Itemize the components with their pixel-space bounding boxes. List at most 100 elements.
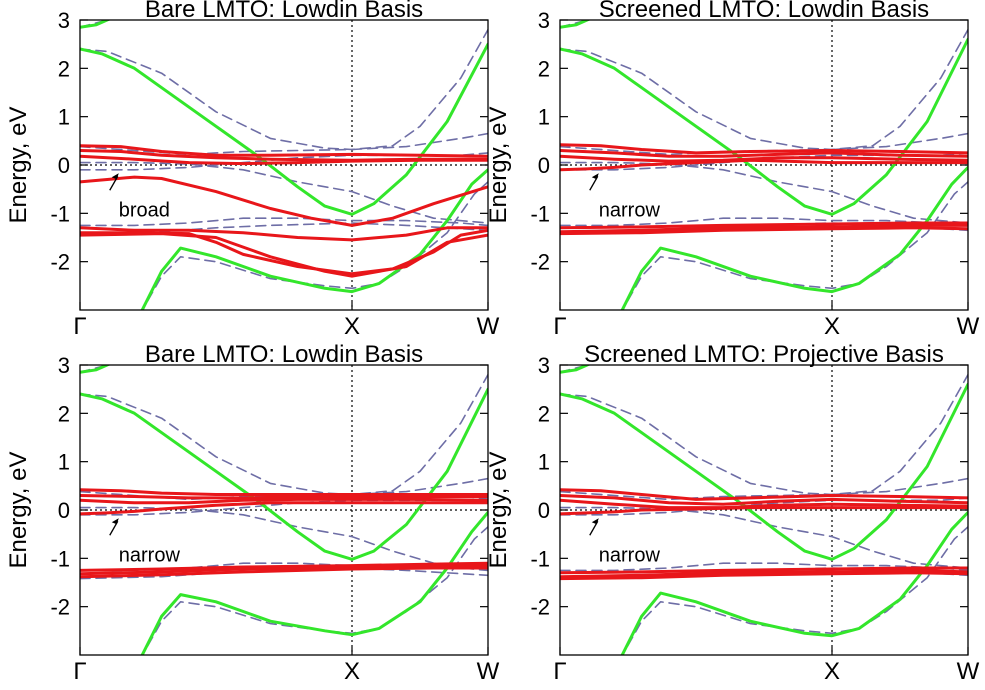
panel-4: Screened LMTO: Projective Basis Energy, e… [485, 341, 980, 685]
red-band-line [560, 226, 968, 236]
panel-1: Bare LMTO: Lowdin Basis Energy, eV -2 -1 0 1 2… [5, 0, 500, 340]
green-band-line [620, 165, 968, 310]
red-band-line [560, 488, 968, 501]
dashed-band-line [80, 132, 488, 156]
green-band-line [140, 510, 488, 655]
plot-area [80, 20, 488, 310]
red-band-line [560, 221, 968, 230]
green-band-line [560, 37, 968, 216]
panel-title: Bare LMTO: Lowdin Basis [145, 341, 423, 368]
y-tick-label: -2 [530, 595, 550, 620]
red-band-line [560, 143, 968, 155]
red-band-line [560, 568, 968, 579]
annotation-arrowhead [111, 173, 119, 180]
y-tick-label: -1 [50, 201, 70, 226]
y-axis-label: Energy, eV [485, 107, 512, 224]
annotation-text: broad [119, 199, 170, 221]
annotation-arrowhead [591, 518, 599, 525]
y-tick-label: 3 [538, 8, 550, 33]
annotation-arrowhead [591, 173, 599, 180]
panel-title: Bare LMTO: Lowdin Basis [145, 0, 423, 23]
y-tick-label: -2 [50, 595, 70, 620]
red-band-line [80, 226, 488, 242]
x-tick-label: Γ [73, 658, 86, 685]
y-tick-label: -1 [530, 201, 550, 226]
y-tick-label: 0 [58, 153, 70, 178]
plot-area [80, 365, 488, 655]
y-axis-label: Energy, eV [485, 452, 512, 569]
panel-3: Bare LMTO: Lowdin Basis Energy, eV -2 -1 0 1 2… [5, 341, 500, 685]
red-band-line [80, 494, 488, 500]
y-tick-label: 0 [58, 498, 70, 523]
panel-title: Screened LMTO: Lowdin Basis [599, 0, 929, 23]
annotation-text: narrow [599, 544, 661, 566]
x-tick-label: X [824, 313, 840, 340]
dashed-band-line [80, 152, 488, 171]
y-tick-label: 3 [538, 353, 550, 378]
y-tick-label: 2 [58, 401, 70, 426]
red-band-line [560, 506, 968, 516]
green-band-line [560, 20, 591, 29]
x-tick-label: Γ [73, 313, 86, 340]
x-tick-label: W [477, 313, 500, 340]
x-tick-label: X [344, 313, 360, 340]
y-tick-label: -2 [50, 250, 70, 275]
dashed-band-line [560, 477, 968, 501]
dashed-band-line [560, 373, 968, 496]
dashed-band-line [141, 526, 488, 655]
green-band-line [80, 20, 111, 29]
annotation-arrowhead [111, 518, 119, 525]
red-band-line [80, 175, 488, 227]
y-tick-label: 1 [58, 450, 70, 475]
y-axis-label: Energy, eV [5, 452, 32, 569]
red-band-line [80, 497, 488, 505]
green-band-line [80, 365, 111, 374]
dashed-band-line [560, 161, 968, 224]
y-tick-label: 1 [58, 105, 70, 130]
dashed-band-line [80, 567, 488, 580]
y-tick-label: 2 [538, 56, 550, 81]
red-band-line [560, 149, 968, 158]
y-tick-label: 1 [538, 450, 550, 475]
y-tick-label: -1 [530, 546, 550, 571]
y-tick-label: 0 [538, 153, 550, 178]
red-band-line [560, 158, 968, 172]
green-band-line [140, 168, 488, 310]
x-tick-label: W [957, 658, 980, 685]
panel-title: Screened LMTO: Projective Basis [584, 341, 944, 368]
y-tick-label: 1 [538, 105, 550, 130]
y-tick-label: 2 [538, 401, 550, 426]
red-band-line [80, 232, 488, 278]
dashed-band-line [80, 161, 488, 224]
x-tick-label: W [957, 313, 980, 340]
y-tick-label: -2 [530, 250, 550, 275]
y-tick-label: 3 [58, 353, 70, 378]
y-axis-label: Energy, eV [5, 107, 32, 224]
dashed-band-line [560, 217, 968, 227]
red-band-line [560, 571, 968, 581]
dashed-band-line [621, 181, 968, 310]
dashed-band-line [80, 373, 488, 496]
red-band-line [80, 488, 488, 496]
green-band-line [620, 510, 968, 655]
y-tick-label: 0 [538, 498, 550, 523]
red-band-line [80, 144, 488, 158]
x-tick-label: Γ [553, 658, 566, 685]
dashed-band-line [80, 506, 488, 569]
y-tick-label: -1 [50, 546, 70, 571]
red-band-line [560, 566, 968, 575]
x-tick-label: X [824, 658, 840, 685]
y-tick-label: 3 [58, 8, 70, 33]
dashed-band-line [621, 526, 968, 655]
green-band-line [560, 382, 968, 561]
x-tick-label: Γ [553, 313, 566, 340]
red-band-line [80, 561, 488, 572]
plot-area [560, 20, 968, 310]
green-band-line [80, 387, 488, 561]
dashed-band-line [560, 562, 968, 572]
red-band-line [560, 494, 968, 506]
y-tick-label: 2 [58, 56, 70, 81]
red-band-line [80, 154, 488, 166]
x-tick-label: X [344, 658, 360, 685]
